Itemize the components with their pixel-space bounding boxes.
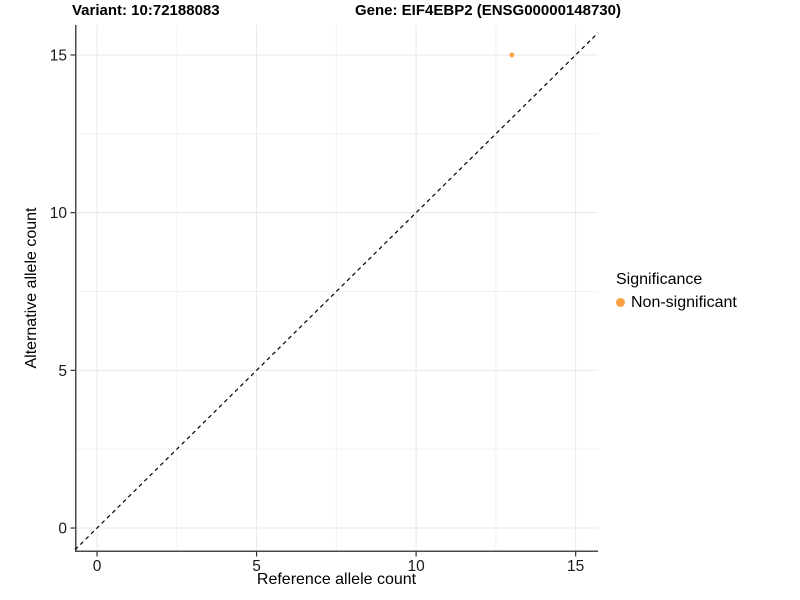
- y-tick-label: 5: [58, 363, 67, 380]
- plot-title-variant: Variant: 10:72188083: [72, 2, 220, 19]
- plot-title-gene: Gene: EIF4EBP2 (ENSG00000148730): [355, 2, 621, 19]
- legend-item-label: Non-significant: [631, 294, 737, 311]
- x-tick-label: 5: [252, 558, 261, 575]
- x-tick-label: 10: [407, 558, 425, 575]
- x-axis-title: Reference allele count: [256, 571, 417, 588]
- legend-item: Non-significant: [616, 293, 800, 312]
- x-tick-label: 0: [93, 558, 102, 575]
- y-tick-label: 15: [50, 47, 67, 64]
- legend: Significance Non-significant: [616, 270, 800, 312]
- legend-point-icon: [616, 298, 625, 307]
- x-tick-label: 15: [567, 558, 584, 575]
- y-tick-label: 0: [58, 521, 67, 538]
- data-point: [509, 52, 515, 58]
- y-axis-title: Alternative allele count: [23, 207, 40, 369]
- y-tick-label: 10: [50, 205, 68, 222]
- plot-panel: 0 5 10 15 0 5 10 15: [50, 25, 599, 575]
- identity-reference-line: [74, 32, 599, 551]
- legend-title: Significance: [616, 271, 703, 288]
